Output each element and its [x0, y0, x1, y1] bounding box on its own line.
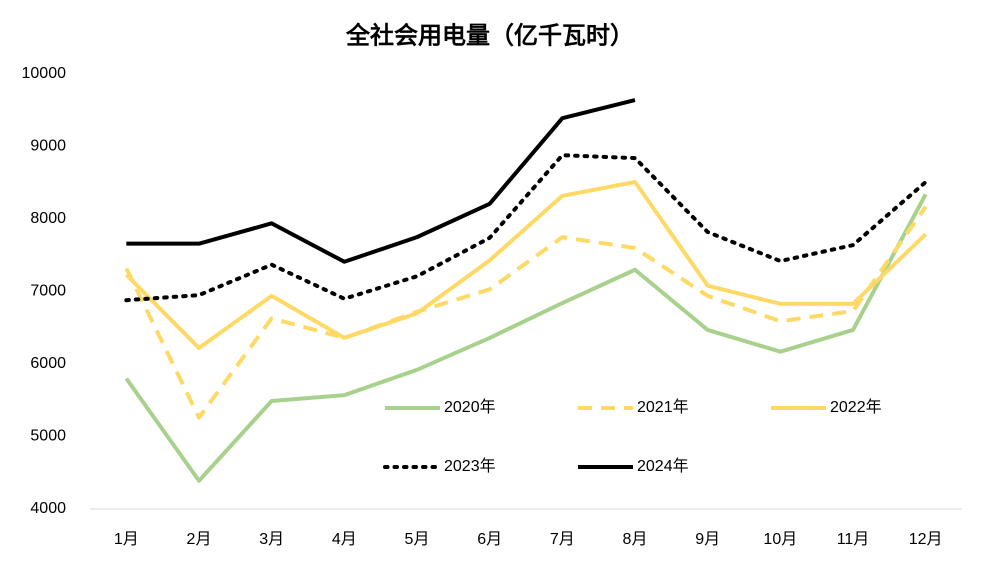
- y-tick-label: 4000: [30, 500, 66, 517]
- series-line: [124, 205, 928, 420]
- y-tick-label: 7000: [30, 283, 66, 300]
- y-tick-label: 8000: [30, 210, 66, 227]
- legend-label: 2021年: [637, 398, 689, 416]
- x-tick-label: 9月: [695, 531, 720, 548]
- series-line: [124, 153, 928, 303]
- x-tick-label: 2月: [187, 531, 212, 548]
- x-tick-label: 10月: [763, 531, 797, 548]
- legend-label: 2020年: [444, 398, 496, 416]
- x-tick-label: 1月: [114, 531, 139, 548]
- series-line: [124, 193, 928, 483]
- legend-label: 2024年: [637, 457, 689, 475]
- x-tick-label: 5月: [405, 531, 430, 548]
- x-tick-label: 7月: [550, 531, 575, 548]
- x-tick-label: 8月: [623, 531, 648, 548]
- y-tick-label: 9000: [30, 138, 66, 155]
- chart-title: 全社会用电量（亿千瓦时）: [345, 21, 634, 49]
- x-tick-label: 6月: [477, 531, 502, 548]
- x-tick-label: 12月: [909, 531, 943, 548]
- legend-label: 2022年: [830, 398, 882, 416]
- x-tick-label: 3月: [259, 531, 284, 548]
- legend-label: 2023年: [444, 457, 496, 475]
- x-tick-label: 4月: [332, 531, 357, 548]
- y-tick-label: 10000: [22, 65, 67, 82]
- x-tick-label: 11月: [837, 531, 870, 548]
- y-tick-label: 5000: [30, 428, 66, 445]
- series-line: [124, 180, 928, 351]
- series-line: [126, 98, 636, 264]
- y-tick-label: 6000: [30, 355, 66, 372]
